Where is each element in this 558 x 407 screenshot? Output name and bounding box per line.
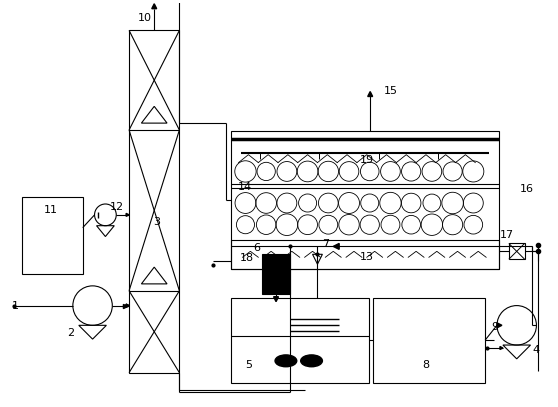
Bar (22, 197, 83, 274)
Polygon shape (368, 92, 373, 96)
Bar (373, 298, 485, 383)
Text: 14: 14 (237, 182, 252, 192)
Text: 1: 1 (12, 301, 19, 311)
Text: 8: 8 (422, 360, 430, 370)
Text: 9: 9 (492, 322, 499, 332)
Text: 2: 2 (68, 328, 74, 338)
Bar (230, 239, 499, 269)
Bar (509, 243, 525, 259)
Polygon shape (126, 213, 129, 217)
Polygon shape (500, 346, 503, 350)
Ellipse shape (301, 355, 323, 367)
Text: 11: 11 (44, 205, 58, 215)
Text: 10: 10 (138, 13, 152, 22)
Bar (230, 131, 499, 269)
Text: 16: 16 (519, 184, 533, 194)
Polygon shape (497, 323, 502, 328)
Text: 18: 18 (239, 253, 253, 263)
Polygon shape (273, 297, 278, 302)
Bar (262, 254, 290, 294)
Bar (230, 298, 369, 383)
Text: 7: 7 (322, 239, 329, 249)
Text: 19: 19 (360, 155, 374, 164)
Ellipse shape (275, 355, 297, 367)
Text: 6: 6 (253, 243, 260, 254)
Text: 13: 13 (360, 252, 374, 262)
Text: 3: 3 (153, 217, 160, 227)
Polygon shape (126, 304, 129, 307)
Text: 5: 5 (245, 360, 252, 370)
Polygon shape (152, 4, 157, 9)
Text: 12: 12 (110, 202, 124, 212)
Text: 17: 17 (500, 230, 514, 240)
Text: 4: 4 (533, 345, 540, 355)
Text: 15: 15 (383, 85, 397, 96)
Polygon shape (126, 304, 129, 307)
Polygon shape (333, 243, 339, 249)
Bar (129, 31, 179, 373)
